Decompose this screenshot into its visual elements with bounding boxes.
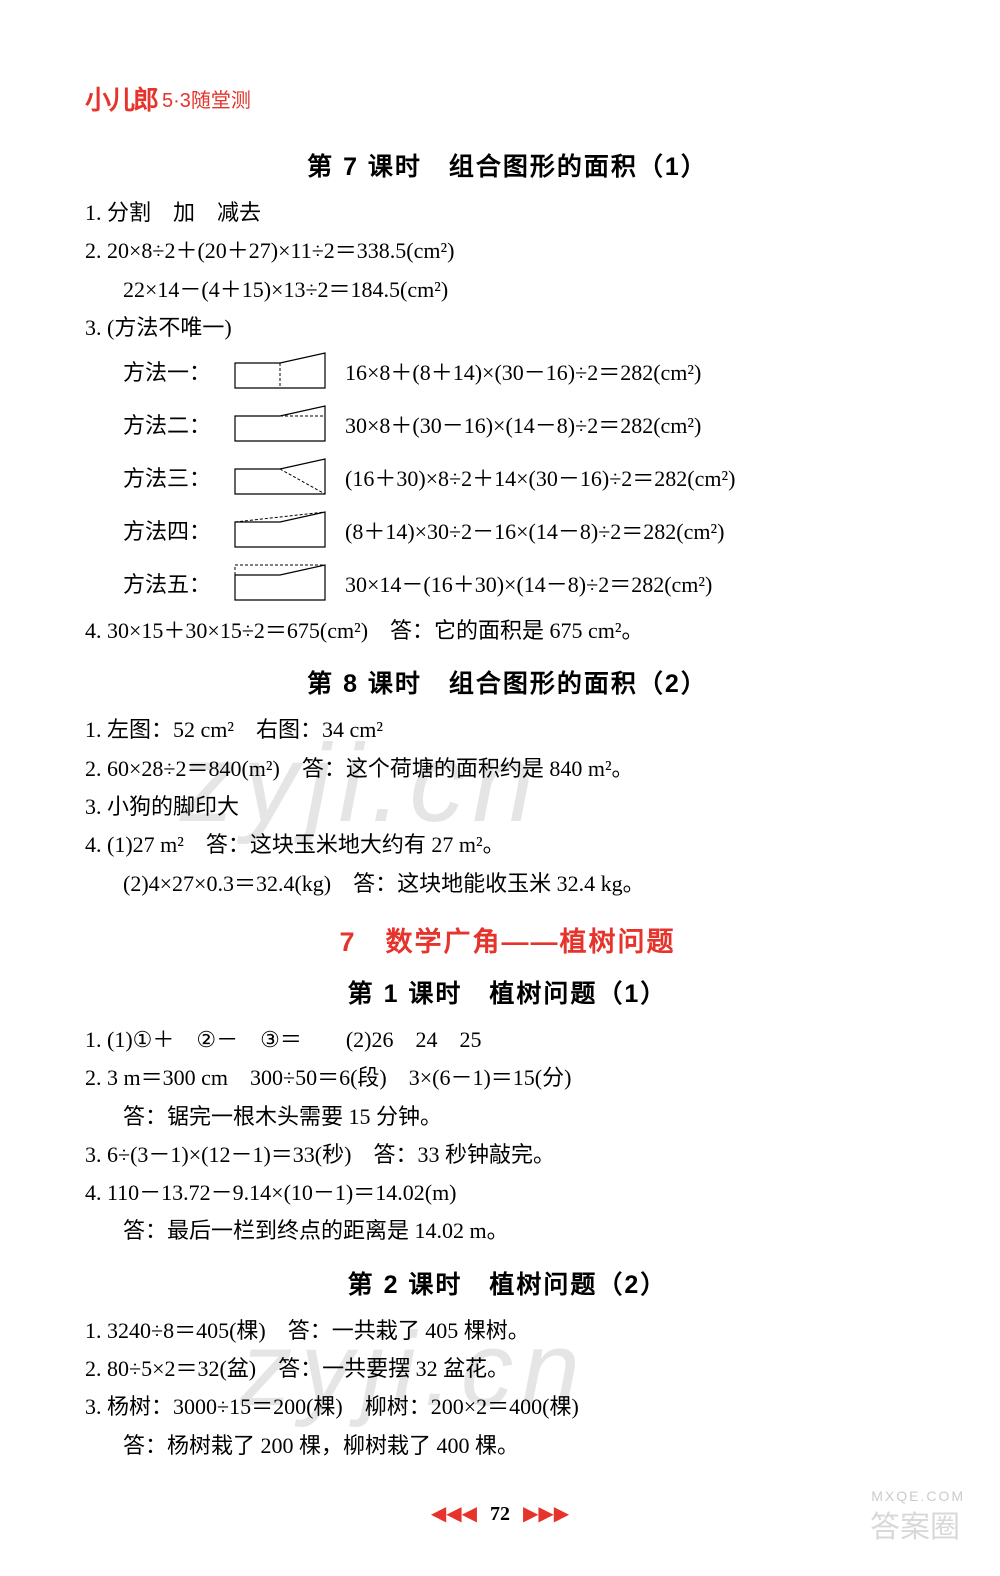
t1-q4b: 答：最后一栏到终点的距离是 14.02 m。 xyxy=(85,1213,930,1249)
m1-label: 方法一： xyxy=(85,355,215,387)
t2-q3b: 答：杨树栽了 200 棵，柳树栽了 400 棵。 xyxy=(85,1428,930,1464)
logo-sub: 5·3随堂测 xyxy=(162,84,251,113)
footer-right: ▶▶▶ xyxy=(523,1503,569,1525)
m1-formula: 16×8＋(8＋14)×(30－16)÷2＝282(cm²) xyxy=(345,355,930,387)
t1-q2a: 2. 3 m＝300 cm 300÷50＝6(段) 3×(6－1)＝15(分) xyxy=(85,1060,930,1096)
method-4: 方法四： (8＋14)×30÷2－16×(14－8)÷2＝282(cm²) xyxy=(85,507,930,552)
lesson7-title: 第 7 课时 组合图形的面积（1） xyxy=(85,147,930,183)
method-3: 方法三： (16＋30)×8÷2＋14×(30－16)÷2＝282(cm²) xyxy=(85,454,930,499)
t2-q3a: 3. 杨树：3000÷15＝200(棵) 柳树：200×2＝400(棵) xyxy=(85,1389,930,1425)
footer: ◀◀◀ 72 ▶▶▶ xyxy=(0,1501,1000,1526)
m2-formula: 30×8＋(30－16)×(14－8)÷2＝282(cm²) xyxy=(345,408,930,440)
logo-text: 小儿郎 xyxy=(85,80,157,117)
l7-q2a: 2. 20×8÷2＋(20＋27)×11÷2＝338.5(cm²) xyxy=(85,233,930,269)
l7-q1: 1. 分割 加 减去 xyxy=(85,195,930,231)
chapter7-title: 7 数学广角——植树问题 xyxy=(85,920,930,959)
method-2: 方法二： 30×8＋(30－16)×(14－8)÷2＝282(cm²) xyxy=(85,401,930,446)
diagram-4 xyxy=(230,507,330,552)
m3-label: 方法三： xyxy=(85,461,215,493)
l8-q3: 3. 小狗的脚印大 xyxy=(85,789,930,825)
m3-formula: (16＋30)×8÷2＋14×(30－16)÷2＝282(cm²) xyxy=(345,461,930,493)
l7-q2b: 22×14－(4＋15)×13÷2＝184.5(cm²) xyxy=(85,272,930,308)
l7-q4: 4. 30×15＋30×15÷2＝675(cm²) 答：它的面积是 675 cm… xyxy=(85,613,930,649)
m5-label: 方法五： xyxy=(85,567,215,599)
l7-q3: 3. (方法不唯一) xyxy=(85,310,930,346)
header: 小儿郎 5·3随堂测 xyxy=(85,80,930,117)
diagram-3 xyxy=(230,454,330,499)
diagram-5 xyxy=(230,560,330,605)
lesson8-title: 第 8 课时 组合图形的面积（2） xyxy=(85,664,930,700)
tree1-title: 第 1 课时 植树问题（1） xyxy=(85,974,930,1010)
l8-q4a: 4. (1)27 m² 答：这块玉米地大约有 27 m²。 xyxy=(85,827,930,863)
t1-q2b: 答：锯完一根木头需要 15 分钟。 xyxy=(85,1099,930,1135)
l8-q2: 2. 60×28÷2＝840(m²) 答：这个荷塘的面积约是 840 m²。 xyxy=(85,751,930,787)
t1-q4a: 4. 110－13.72－9.14×(10－1)＝14.02(m) xyxy=(85,1175,930,1211)
method-5: 方法五： 30×14－(16＋30)×(14－8)÷2＝282(cm²) xyxy=(85,560,930,605)
page-number: 72 xyxy=(490,1503,510,1525)
m4-label: 方法四： xyxy=(85,514,215,546)
m2-label: 方法二： xyxy=(85,408,215,440)
method-1: 方法一： 16×8＋(8＋14)×(30－16)÷2＝282(cm²) xyxy=(85,348,930,393)
m4-formula: (8＋14)×30÷2－16×(14－8)÷2＝282(cm²) xyxy=(345,514,930,546)
m5-formula: 30×14－(16＋30)×(14－8)÷2＝282(cm²) xyxy=(345,567,930,599)
t1-q3: 3. 6÷(3－1)×(12－1)＝33(秒) 答：33 秒钟敲完。 xyxy=(85,1137,930,1173)
diagram-1 xyxy=(230,348,330,393)
t2-q1: 1. 3240÷8＝405(棵) 答：一共栽了 405 棵树。 xyxy=(85,1313,930,1349)
t1-q1: 1. (1)①＋ ②－ ③＝ (2)26 24 25 xyxy=(85,1022,930,1058)
l8-q4b: (2)4×27×0.3＝32.4(kg) 答：这块地能收玉米 32.4 kg。 xyxy=(85,866,930,902)
tree2-title: 第 2 课时 植树问题（2） xyxy=(85,1265,930,1301)
diagram-2 xyxy=(230,401,330,446)
t2-q2: 2. 80÷5×2＝32(盆) 答：一共要摆 32 盆花。 xyxy=(85,1351,930,1387)
footer-left: ◀◀◀ xyxy=(431,1503,477,1525)
l8-q1: 1. 左图：52 cm² 右图：34 cm² xyxy=(85,712,930,748)
